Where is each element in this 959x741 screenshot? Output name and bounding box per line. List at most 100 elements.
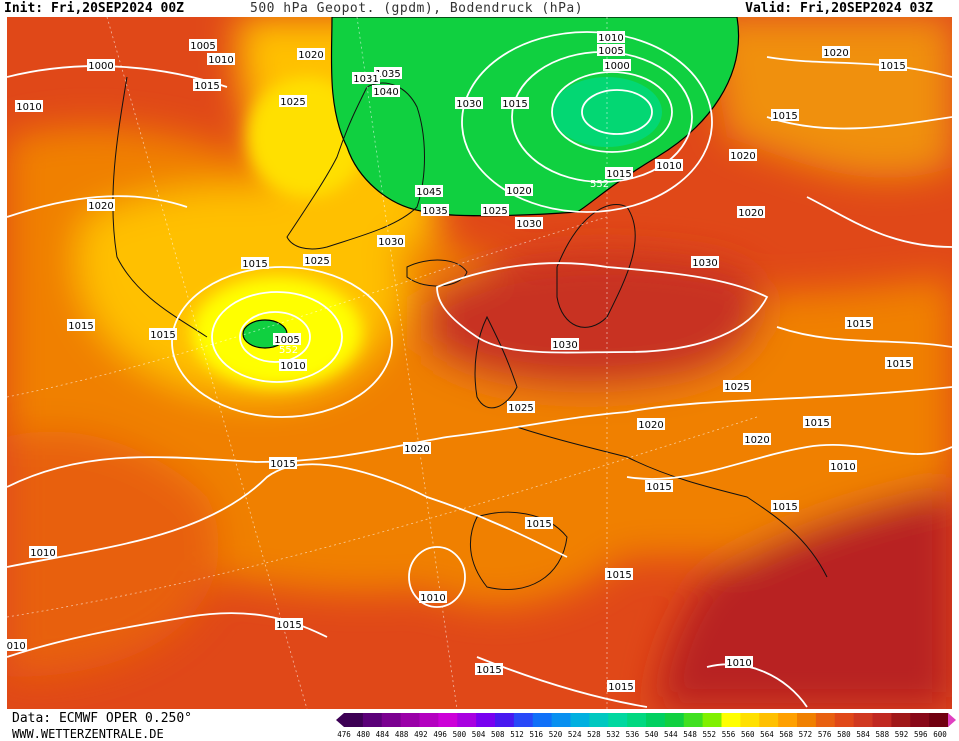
colorbar-right-arrow [948,713,956,727]
isobar-label: 1015 [606,570,631,581]
isobar-label: 1015 [242,259,267,270]
colorbar-tick-label: 572 [798,730,813,739]
isobar-label: 1015 [608,682,633,693]
isobar-label: 1015 [150,330,175,341]
colorbar-cell [457,713,477,727]
colorbar-tick-label: 552 [702,730,717,739]
isobar-label: 1015 [846,319,871,330]
isobar-label: 1010 [656,161,681,172]
colorbar-tick-label: 504 [471,730,486,739]
coastlines [112,76,828,591]
isobar-label: 1020 [404,444,429,455]
isobar-label: 1030 [516,219,541,230]
map-svg: 1005 1000 1010 1015 1010 1025 1020 1035 … [7,17,952,709]
isobar-label: 1015 [646,482,671,493]
isobar-label: 1035 [375,69,400,80]
isobar-label: 1010 [7,641,26,652]
colorbar-tick-label: 596 [913,730,928,739]
isobar-label: 1015 [276,620,301,631]
isobar-label: 1015 [886,359,911,370]
isobar-label: 1020 [730,151,755,162]
isobar-label: 1020 [738,208,763,219]
colorbar-tick-label: 500 [452,730,467,739]
colorbar-tick-label: 564 [760,730,774,739]
colorbar-cell [627,713,647,727]
isobar-label: 1025 [724,382,749,393]
isobar-label: 1005 [190,41,215,52]
data-source: Data: ECMWF OPER 0.250° [12,711,193,726]
colorbar-cell [589,713,609,727]
isobar-label: 1015 [270,459,295,470]
colorbar-tick-label: 532 [606,730,620,739]
colorbar-left-arrow [336,713,344,727]
colorbar-cell [740,713,760,727]
colorbar-tick-label: 556 [721,730,736,739]
init-time: Init: Fri,20SEP2024 00Z [4,1,185,16]
isobar-label: 1030 [552,340,577,351]
colorbar-tick-label: 480 [356,730,370,739]
colorbar-cell [721,713,741,727]
isobar-label: 1035 [422,206,447,217]
colorbar-cell [778,713,798,727]
isobar-label: 1010 [208,55,233,66]
isobar-label: 1000 [604,61,629,72]
colorbar-tick-label: 528 [587,730,601,739]
colorbar-cell [702,713,722,727]
isobar-label: 1015 [526,519,551,530]
isobar-label: 1010 [420,593,445,604]
isobar-label-group: 1005 1000 1010 1015 1010 1025 1020 1035 … [7,31,913,693]
colorbar-cell [759,713,779,727]
isobar-label: 1025 [304,256,329,267]
colorbar-cell [646,713,666,727]
colorbar-cell [683,713,704,727]
isobar-label: 1010 [726,658,751,669]
isobar-label: 1010 [16,102,41,113]
colorbar-tick-label: 540 [644,730,659,739]
colorbar-cell [608,713,628,727]
colorbar-cell [419,713,439,727]
valid-time: Valid: Fri,20SEP2024 03Z [745,1,933,16]
colorbar-tick-label: 508 [491,730,505,739]
isobar-label: 1025 [482,206,507,217]
colorbar-tick-label: 512 [510,730,524,739]
colorbar-tick-label: 496 [433,730,447,739]
colorbar-tick-label: 568 [779,730,793,739]
isobar-label: 1015 [194,81,219,92]
isobar-label: 1025 [508,403,533,414]
colorbar-cell [495,713,515,727]
weather-map: 1005 1000 1010 1015 1010 1025 1020 1035 … [7,17,952,709]
colorbar-tick-label: 560 [740,730,755,739]
isobar-label: 1015 [772,502,797,513]
isobar-label: 1015 [772,111,797,122]
colorbar-tick-label: 488 [394,730,409,739]
colorbar-cell [400,713,420,727]
colorbar-tick-label: 580 [837,730,851,739]
colorbar-cell [381,713,402,727]
colorbar-tick-label: 476 [337,730,351,739]
colorbar-cell [929,713,949,727]
chart-title: 500 hPa Geopot. (gpdm), Bodendruck (hPa) [250,1,584,16]
colorbar [336,713,956,727]
colorbar-tick-label: 536 [625,730,640,739]
isobar-label: 1015 [804,418,829,429]
colorbar-tick-label: 520 [548,730,563,739]
isobar-label: 1020 [298,50,323,61]
isobar-label: 1031 [353,74,378,85]
isobar-label: 1020 [823,48,848,59]
isobar-label: 1020 [506,186,531,197]
colorbar-tick-label: 584 [856,730,870,739]
colorbar-cell [891,713,911,727]
colorbar-cell [513,713,534,727]
colorbar-cell [872,713,892,727]
isobar-label: 1005 [598,46,623,57]
isobar-label: 1015 [68,321,93,332]
isobar-label: 1015 [502,99,527,110]
isobar-label: 1010 [30,548,55,559]
colorbar-tick-label: 516 [529,730,544,739]
colorbar-cell [664,713,685,727]
isobar-label: 1015 [476,665,501,676]
colorbar-cell [532,713,553,727]
colorbar-cell [853,713,873,727]
isobar-label: 1015 [880,61,905,72]
colorbar-tick-label: 576 [817,730,832,739]
